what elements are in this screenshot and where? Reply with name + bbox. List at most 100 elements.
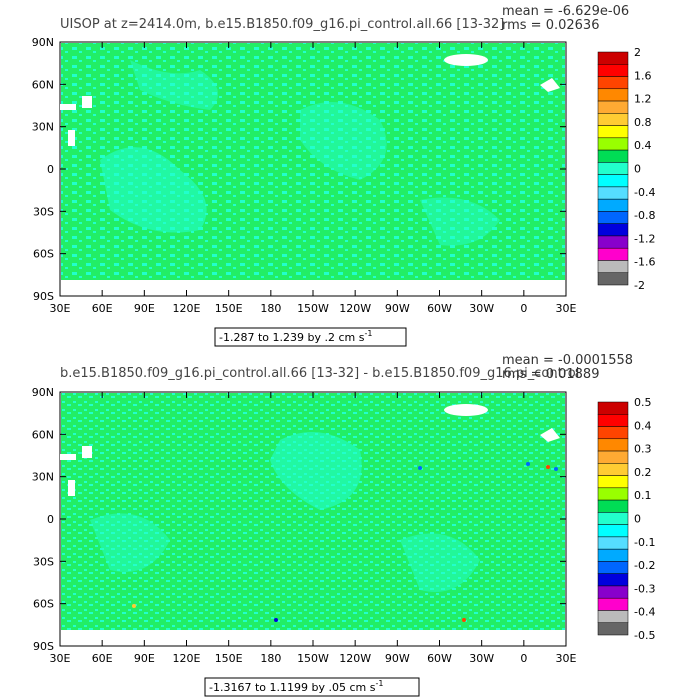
panel-2-colorbar: 0.5 0.4 0.3 0.2 0.1 0 -0.1 -0.2 -0.3 -0.4 -0.5 [597, 396, 655, 642]
x-tick-label: 30E [556, 302, 577, 315]
x-tick-label: 150E [215, 302, 243, 315]
colorbar-swatch [597, 137, 629, 151]
colorbar-swatch [597, 260, 629, 273]
x-tick-label: 150W [297, 302, 329, 315]
panel-1: UISOP at z=2414.0m, b.e15.B1850.f09_g16.… [32, 4, 655, 347]
y-tick-label: 60N [32, 428, 54, 441]
colorbar-swatch [597, 186, 629, 200]
colorbar-label: 2 [634, 46, 641, 59]
panel-2-range-label: -1.3167 to 1.1199 by .05 cm s-1 [209, 679, 383, 694]
panel-2-axes: 30E 60E 90E 120E 150E 180 150W 120W 90W 60W 30W 0 30… [32, 386, 577, 665]
colorbar-label: -0.1 [634, 536, 655, 549]
panel-2-greenland-mask [444, 404, 488, 416]
y-tick-label: 60N [32, 78, 54, 91]
colorbar-swatch [597, 211, 629, 224]
x-tick-label: 0 [520, 652, 527, 665]
colorbar-swatch [597, 536, 629, 550]
colorbar-swatch [597, 585, 629, 599]
colorbar-label: 0.1 [634, 489, 652, 502]
colorbar-swatch [597, 247, 629, 261]
y-tick-label: 30N [32, 121, 54, 134]
colorbar-swatch [597, 524, 629, 538]
colorbar-swatch [597, 450, 629, 464]
panel-2-rms: rms = 0.01889 [502, 367, 599, 382]
colorbar-swatch [597, 401, 629, 415]
x-tick-label: 120W [339, 302, 371, 315]
colorbar-swatch [597, 463, 629, 476]
colorbar-swatch [597, 475, 629, 489]
colorbar-swatch [597, 88, 629, 102]
colorbar-swatch [597, 162, 629, 175]
panel-1-range-box [214, 327, 407, 347]
colorbar-swatch [597, 610, 629, 623]
colorbar-label: 0.3 [634, 443, 652, 456]
panel-1-greenland-mask [444, 54, 488, 66]
x-tick-label: 90W [385, 652, 410, 665]
x-tick-label: 180 [260, 652, 281, 665]
colorbar-swatch [597, 561, 629, 574]
x-tick-label: 60W [427, 652, 452, 665]
x-tick-label: 90W [385, 302, 410, 315]
x-tick-label: 60E [92, 302, 113, 315]
y-tick-label: 0 [47, 163, 54, 176]
colorbar-swatch [597, 426, 629, 440]
y-tick-label: 30S [33, 555, 54, 568]
colorbar-swatch [597, 174, 629, 188]
x-tick-label: 120E [173, 652, 201, 665]
colorbar-swatch [597, 125, 629, 139]
colorbar-label: -0.8 [634, 209, 655, 222]
panel-2-mean: mean = -0.0001558 [502, 353, 633, 368]
y-tick-label: 90N [32, 386, 54, 399]
colorbar-label: -0.3 [634, 582, 655, 595]
colorbar-swatch [597, 223, 629, 237]
colorbar-label: -0.2 [634, 559, 655, 572]
colorbar-swatch [597, 438, 629, 452]
panel-1-title: UISOP at z=2414.0m, b.e15.B1850.f09_g16.… [60, 17, 504, 32]
colorbar-label: 0 [634, 163, 641, 176]
panel-2-title: b.e15.B1850.f09_g16.pi_control.all.66 [1… [60, 366, 579, 381]
y-tick-label: 30S [33, 205, 54, 218]
panel-1-map [59, 41, 567, 297]
panel-1-range-label: -1.287 to 1.239 by .2 cm s-1 [219, 329, 372, 344]
colorbar-label: 1.6 [634, 69, 652, 82]
y-tick-label: 60S [33, 248, 54, 261]
y-tick-label: 90S [33, 290, 54, 303]
colorbar-label: 0.2 [634, 466, 652, 479]
x-tick-label: 30W [469, 652, 494, 665]
y-tick-label: 90S [33, 640, 54, 653]
colorbar-swatch [597, 198, 629, 212]
colorbar-swatch [597, 235, 629, 249]
x-tick-label: 60W [427, 302, 452, 315]
panel-1-mean: mean = -6.629e-06 [502, 4, 629, 19]
colorbar-label: 1.2 [634, 93, 652, 106]
colorbar-swatch [597, 272, 629, 286]
x-tick-label: 150W [297, 652, 329, 665]
panel-2-map [59, 391, 567, 647]
panel-2-range-box [204, 677, 420, 697]
colorbar-label: -0.4 [634, 606, 655, 619]
x-tick-label: 30E [50, 302, 71, 315]
colorbar-label: -0.5 [634, 629, 655, 642]
x-tick-label: 120W [339, 652, 371, 665]
colorbar-swatch [597, 597, 629, 611]
colorbar-swatch [597, 573, 629, 587]
colorbar-swatch [597, 64, 629, 77]
colorbar-label: -1.6 [634, 256, 655, 269]
colorbar-swatch [597, 487, 629, 501]
colorbar-label: -0.4 [634, 186, 655, 199]
y-tick-label: 90N [32, 36, 54, 49]
x-tick-label: 30W [469, 302, 494, 315]
colorbar-label: -2 [634, 279, 645, 292]
colorbar-label: 0.4 [634, 139, 652, 152]
colorbar-swatch [597, 499, 629, 513]
colorbar-swatch [597, 548, 629, 562]
colorbar-label: -1.2 [634, 232, 655, 245]
colorbar-swatch [597, 100, 629, 114]
colorbar-label: 0.5 [634, 396, 652, 409]
panel-1-colorbar: 2 1.6 1.2 0.8 0.4 0 -0.4 -0.8 -1.2 -1.6 -2 [597, 46, 655, 292]
y-tick-label: 60S [33, 598, 54, 611]
x-tick-label: 0 [520, 302, 527, 315]
x-tick-label: 120E [173, 302, 201, 315]
x-tick-label: 30E [50, 652, 71, 665]
